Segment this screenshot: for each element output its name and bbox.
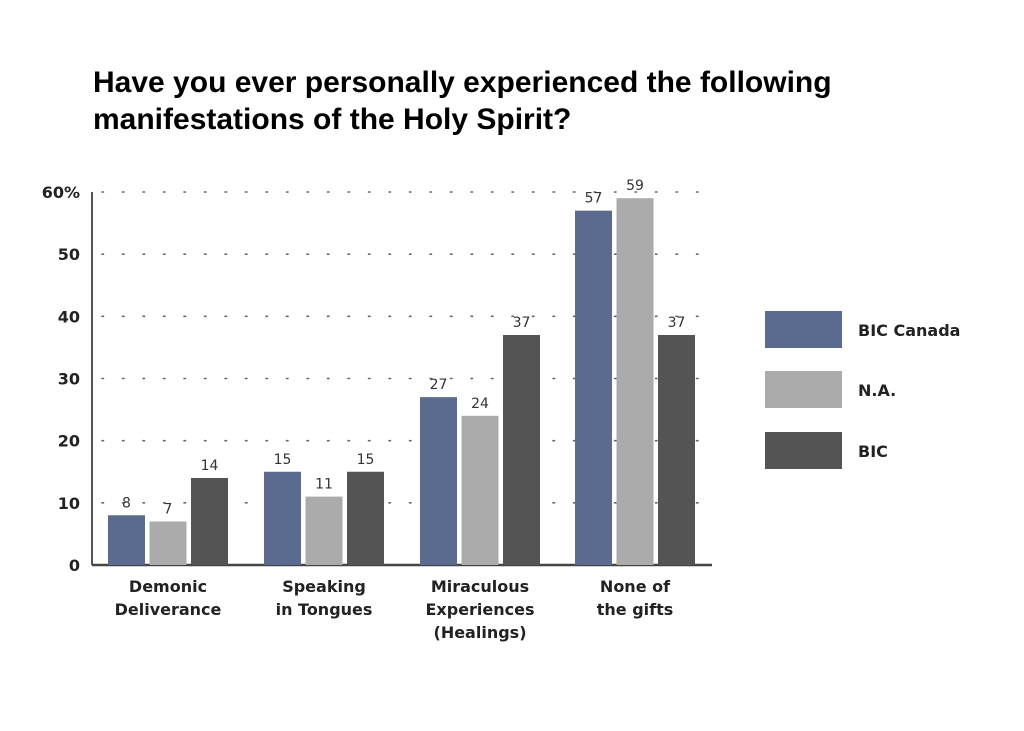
bar bbox=[420, 397, 457, 565]
data-label: 27 bbox=[430, 377, 448, 393]
bar bbox=[575, 210, 612, 565]
data-label: 7 bbox=[164, 501, 173, 517]
legend-label: BIC Canada bbox=[858, 321, 960, 340]
legend-swatch bbox=[765, 432, 842, 469]
legend: BIC Canada N.A. BIC bbox=[765, 311, 960, 469]
data-label: 11 bbox=[315, 477, 333, 493]
y-tick-label: 60% bbox=[42, 183, 80, 202]
chart-title-line-1: Have you ever personally experienced the… bbox=[93, 66, 832, 99]
bar bbox=[264, 471, 301, 565]
legend-label: BIC bbox=[858, 442, 888, 461]
data-label: 14 bbox=[201, 458, 219, 474]
bar bbox=[108, 515, 145, 565]
legend-label: N.A. bbox=[858, 381, 896, 400]
y-tick-label: 20 bbox=[58, 432, 80, 451]
y-tick-label: 10 bbox=[58, 494, 80, 513]
x-category-label: Experiences bbox=[425, 600, 534, 619]
chart-title: Have you ever personally experienced the… bbox=[93, 64, 973, 138]
data-labels: 8 7 14 15 11 15 27 24 37 57 59 37 bbox=[122, 178, 685, 517]
legend-swatch bbox=[765, 371, 842, 408]
bars bbox=[108, 198, 695, 565]
x-category-label: (Healings) bbox=[434, 623, 527, 642]
y-tick-label: 40 bbox=[58, 307, 80, 326]
y-tick-label: 50 bbox=[58, 245, 80, 264]
x-category-label: Deliverance bbox=[115, 600, 222, 619]
bar bbox=[616, 198, 654, 565]
x-category-label: the gifts bbox=[597, 600, 674, 619]
x-category-label: Demonic bbox=[129, 577, 207, 596]
data-label: 57 bbox=[585, 191, 603, 207]
bar bbox=[658, 334, 695, 565]
data-label: 24 bbox=[471, 396, 489, 412]
data-label: 37 bbox=[668, 315, 686, 331]
x-category-label: Speaking bbox=[282, 577, 366, 596]
data-label: 8 bbox=[122, 495, 131, 511]
x-category-label: in Tongues bbox=[276, 600, 373, 619]
bar bbox=[305, 496, 343, 565]
y-tick-label: 0 bbox=[69, 556, 80, 575]
bar bbox=[461, 415, 499, 565]
chart-title-line-2: manifestations of the Holy Spirit? bbox=[93, 103, 572, 136]
data-label: 15 bbox=[357, 452, 375, 468]
y-tick-label: 30 bbox=[58, 370, 80, 389]
data-label: 15 bbox=[274, 452, 292, 468]
x-category-label: None of bbox=[600, 577, 671, 596]
bar bbox=[191, 477, 228, 565]
bar bbox=[347, 471, 384, 565]
bar bbox=[149, 521, 187, 565]
bar bbox=[503, 334, 540, 565]
data-label: 37 bbox=[513, 315, 531, 331]
category-labels: Demonic Deliverance Speaking in Tongues Mira… bbox=[115, 577, 674, 642]
data-label: 59 bbox=[626, 178, 644, 194]
x-category-label: Miraculous bbox=[431, 577, 529, 596]
legend-swatch bbox=[765, 311, 842, 348]
